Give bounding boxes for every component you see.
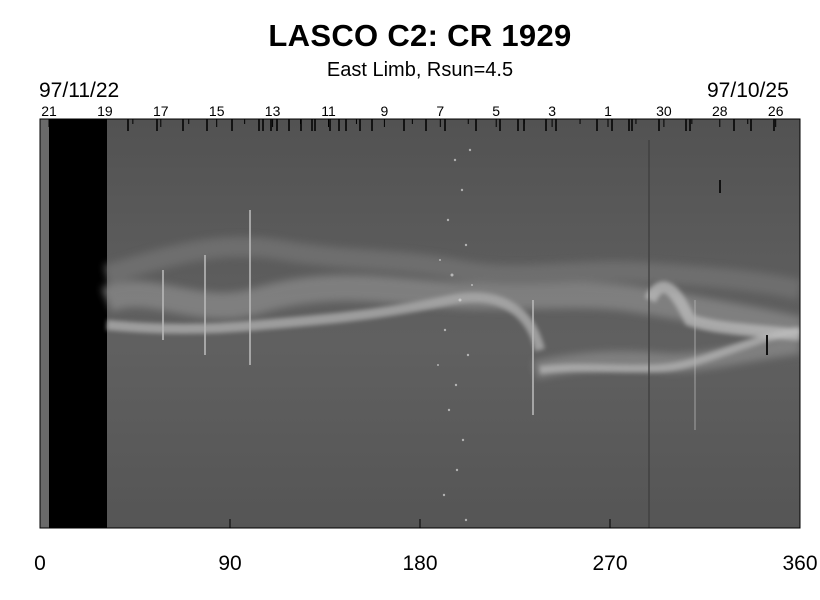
day-label: 28 — [712, 103, 728, 119]
end-date-label: 97/10/25 — [707, 79, 789, 102]
day-label: 9 — [381, 103, 389, 119]
day-label: 1 — [604, 103, 612, 119]
day-label: 13 — [265, 103, 281, 119]
x-tick-label: 180 — [402, 552, 437, 575]
chart-subtitle: East Limb, Rsun=4.5 — [326, 59, 514, 81]
x-tick-label: 360 — [782, 552, 817, 575]
day-label: 26 — [768, 103, 784, 119]
top-date-axis: 21 19 17 15 13 11 9 7 5 3 1 30 28 26 — [41, 103, 784, 131]
start-date-label: 97/11/22 — [39, 79, 120, 102]
x-tick-label: 270 — [592, 552, 627, 575]
day-label: 17 — [153, 103, 169, 119]
x-tick-label: 90 — [218, 552, 241, 575]
x-tick-label: 0 — [34, 552, 46, 575]
day-label: 5 — [492, 103, 500, 119]
day-label: 11 — [321, 103, 336, 119]
day-label: 3 — [548, 103, 556, 119]
chart-title: LASCO C2: CR 1929 — [268, 18, 572, 53]
day-label: 7 — [436, 103, 444, 119]
data-gap — [49, 119, 107, 528]
day-label: 15 — [209, 103, 225, 119]
day-label: 30 — [656, 103, 672, 119]
heatmap-image — [40, 119, 800, 528]
day-label: 21 — [41, 103, 57, 119]
x-axis: 0 90 180 270 360 — [34, 519, 818, 575]
day-label: 19 — [97, 103, 113, 119]
